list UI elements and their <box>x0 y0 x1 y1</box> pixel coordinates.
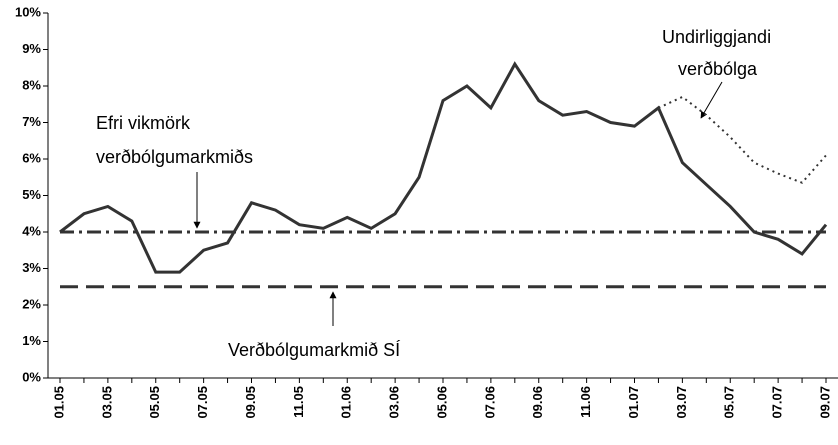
x-tick-label: 07.05 <box>195 386 210 419</box>
x-tick-label: 07.07 <box>770 386 785 419</box>
x-tick-label: 01.07 <box>626 386 641 419</box>
x-tick-label: 01.05 <box>51 386 66 419</box>
x-tick-label: 11.06 <box>578 386 593 418</box>
y-tick-label: 9% <box>22 41 41 56</box>
x-tick-label: 11.05 <box>291 386 306 418</box>
y-tick-label: 5% <box>22 187 41 202</box>
annotation: Undirliggjandi <box>662 27 771 47</box>
y-tick-label: 10% <box>15 4 41 19</box>
x-tick-label: 05.06 <box>434 386 449 419</box>
x-tick-label: 03.05 <box>99 386 114 419</box>
series-line <box>59 61 828 274</box>
annotation: Efri vikmörk <box>96 113 191 133</box>
arrow <box>700 81 723 119</box>
series-line <box>658 95 827 184</box>
x-tick-label: 09.07 <box>817 386 832 419</box>
annotation: Verðbólgumarkmið SÍ <box>228 340 400 360</box>
y-tick-label: 7% <box>22 114 41 129</box>
x-tick-label: 09.05 <box>243 386 258 419</box>
y-tick-label: 4% <box>22 223 41 238</box>
x-tick-label: 07.06 <box>482 386 497 419</box>
annotation: verðbólgumarkmiðs <box>96 147 253 167</box>
y-tick-label: 8% <box>22 77 41 92</box>
y-tick-label: 3% <box>22 260 41 275</box>
annotation: verðbólga <box>678 59 758 79</box>
y-tick-label: 6% <box>22 150 41 165</box>
y-tick-label: 2% <box>22 296 41 311</box>
x-tick-label: 09.06 <box>530 386 545 419</box>
y-tick-label: 1% <box>22 333 41 348</box>
x-tick-label: 01.06 <box>339 386 354 419</box>
x-tick-label: 03.06 <box>387 386 402 419</box>
y-tick-label: 0% <box>22 369 41 384</box>
x-tick-label: 05.05 <box>147 386 162 419</box>
x-tick-label: 03.07 <box>674 386 689 419</box>
x-tick-label: 05.07 <box>722 386 737 419</box>
